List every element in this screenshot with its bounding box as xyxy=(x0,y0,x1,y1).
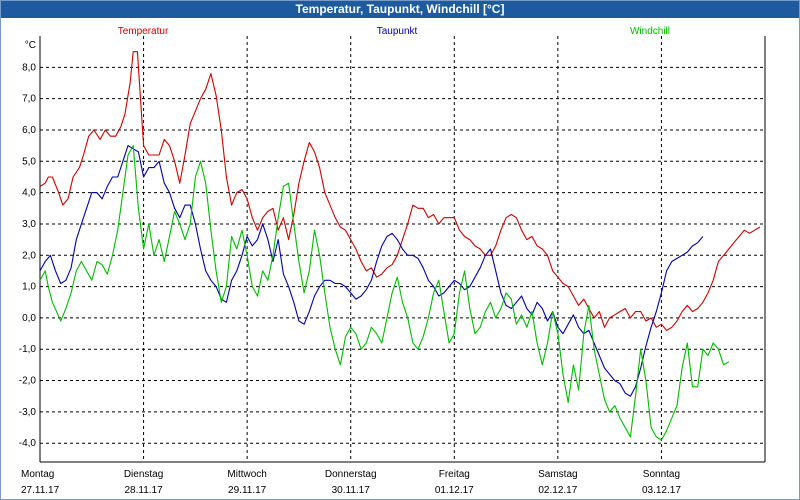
y-tick-label: -2,0 xyxy=(19,376,37,387)
legend-temperatur: Temperatur xyxy=(118,26,169,37)
x-day-label: Dienstag xyxy=(124,469,163,480)
x-day-label: Samstag xyxy=(538,469,577,480)
x-date-label: 01.12.17 xyxy=(435,485,474,496)
legend-windchill: Windchill xyxy=(630,26,670,37)
y-tick-label: 7,0 xyxy=(22,94,36,105)
y-tick-label: 2,0 xyxy=(22,250,36,261)
x-date-label: 02.12.17 xyxy=(538,485,577,496)
x-date-label: 29.11.17 xyxy=(228,485,267,496)
legend-taupunkt: Taupunkt xyxy=(377,26,418,37)
x-date-label: 28.11.17 xyxy=(124,485,163,496)
x-date-label: 03.12.17 xyxy=(642,485,681,496)
y-tick-label: 5,0 xyxy=(22,156,36,167)
window-title: Temperatur, Taupunkt, Windchill [°C] xyxy=(1,1,799,18)
axes xyxy=(39,36,766,463)
y-axis-label: °C xyxy=(25,40,36,51)
series-line-windchill xyxy=(39,145,730,441)
y-tick-label: -4,0 xyxy=(19,438,37,449)
y-tick-label: 4,0 xyxy=(22,188,36,199)
y-tick-label: 0,0 xyxy=(22,313,36,324)
series-line-taupunkt xyxy=(39,145,704,397)
series-line-temperatur xyxy=(39,51,761,331)
x-day-label: Sonntag xyxy=(643,469,680,480)
y-tick-label: 3,0 xyxy=(22,219,36,230)
x-date-label: 30.11.17 xyxy=(332,485,371,496)
x-day-label: Mittwoch xyxy=(227,469,266,480)
x-day-label: Donnerstag xyxy=(325,469,377,480)
x-day-label: Freitag xyxy=(439,469,470,480)
y-tick-label: 1,0 xyxy=(22,282,36,293)
y-tick-label: -3,0 xyxy=(19,407,37,418)
x-day-label: Montag xyxy=(21,469,54,480)
y-tick-label: -1,0 xyxy=(19,344,37,355)
series-lines xyxy=(39,51,761,441)
y-tick-label: 8,0 xyxy=(22,62,36,73)
y-tick-label: 6,0 xyxy=(22,125,36,136)
labels: 8,0 7,0 6,0 5,0 4,0 3,0 2,0 1,0 0,0 -1,0 -2,0 -3,0 -… xyxy=(19,26,682,496)
x-date-label: 27.11.17 xyxy=(21,485,60,496)
